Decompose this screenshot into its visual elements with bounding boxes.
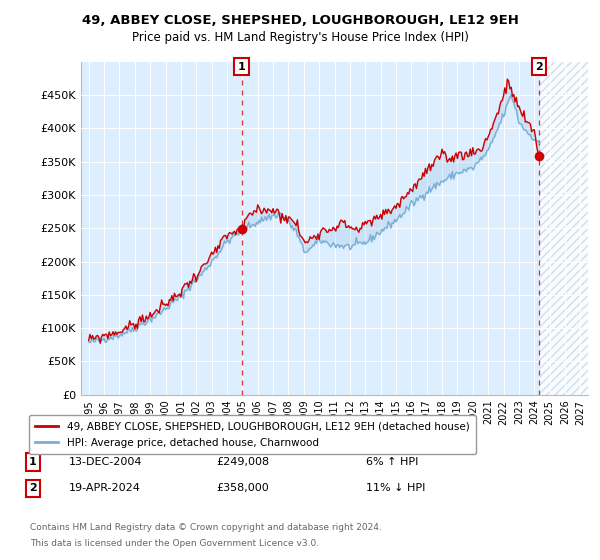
Text: 13-DEC-2004: 13-DEC-2004 xyxy=(69,457,143,467)
Text: 1: 1 xyxy=(29,457,37,467)
Text: 11% ↓ HPI: 11% ↓ HPI xyxy=(366,483,425,493)
Text: 6% ↑ HPI: 6% ↑ HPI xyxy=(366,457,418,467)
Text: Price paid vs. HM Land Registry's House Price Index (HPI): Price paid vs. HM Land Registry's House … xyxy=(131,31,469,44)
Bar xyxy=(541,62,588,395)
Text: 19-APR-2024: 19-APR-2024 xyxy=(69,483,141,493)
Legend: 49, ABBEY CLOSE, SHEPSHED, LOUGHBOROUGH, LE12 9EH (detached house), HPI: Average: 49, ABBEY CLOSE, SHEPSHED, LOUGHBOROUGH,… xyxy=(29,415,476,454)
Bar xyxy=(541,62,588,395)
Text: 2: 2 xyxy=(535,62,543,72)
Text: 49, ABBEY CLOSE, SHEPSHED, LOUGHBOROUGH, LE12 9EH: 49, ABBEY CLOSE, SHEPSHED, LOUGHBOROUGH,… xyxy=(82,14,518,27)
Text: Contains HM Land Registry data © Crown copyright and database right 2024.: Contains HM Land Registry data © Crown c… xyxy=(30,523,382,532)
Text: 1: 1 xyxy=(238,62,245,72)
Text: This data is licensed under the Open Government Licence v3.0.: This data is licensed under the Open Gov… xyxy=(30,539,319,548)
Text: £249,008: £249,008 xyxy=(216,457,269,467)
Text: £358,000: £358,000 xyxy=(216,483,269,493)
Text: 2: 2 xyxy=(29,483,37,493)
